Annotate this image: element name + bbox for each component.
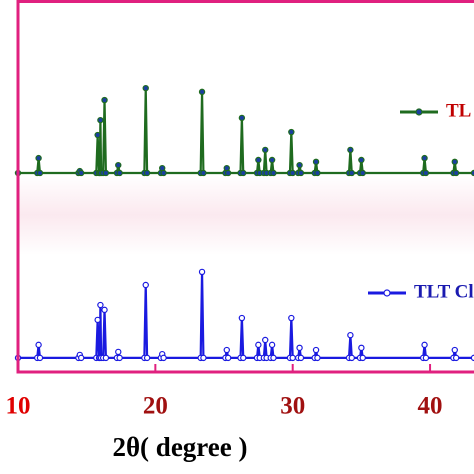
point-marker bbox=[102, 169, 110, 177]
point-marker bbox=[35, 341, 42, 349]
point-marker bbox=[143, 354, 151, 362]
point-marker bbox=[94, 131, 101, 139]
point-marker bbox=[115, 348, 122, 356]
point-marker bbox=[452, 169, 460, 177]
point-marker bbox=[288, 314, 295, 322]
point-marker bbox=[312, 346, 320, 354]
point-marker bbox=[200, 354, 207, 362]
point-marker bbox=[240, 169, 247, 177]
x-tick-label: 20 bbox=[143, 393, 168, 420]
point-marker bbox=[451, 158, 458, 166]
point-marker bbox=[452, 354, 460, 362]
point-marker bbox=[296, 161, 303, 169]
point-marker bbox=[255, 341, 262, 349]
point-marker bbox=[97, 301, 104, 309]
point-marker bbox=[451, 346, 458, 354]
point-marker bbox=[270, 169, 277, 177]
point-marker bbox=[160, 169, 167, 177]
point-marker bbox=[238, 114, 246, 122]
plot-frame bbox=[16, 0, 474, 374]
point-marker bbox=[348, 354, 355, 362]
point-marker bbox=[422, 169, 430, 177]
point-marker bbox=[224, 354, 232, 362]
point-marker bbox=[288, 128, 295, 136]
point-marker bbox=[142, 84, 149, 92]
point-marker bbox=[359, 169, 366, 177]
point-marker bbox=[314, 169, 321, 177]
point-marker bbox=[200, 169, 207, 177]
legend-marker bbox=[383, 289, 391, 297]
point-marker bbox=[421, 154, 428, 162]
point-marker bbox=[115, 161, 122, 169]
point-marker bbox=[262, 336, 269, 344]
point-marker bbox=[296, 344, 303, 352]
point-marker bbox=[358, 156, 365, 164]
x-tick-label: 40 bbox=[418, 393, 443, 420]
series-line bbox=[18, 270, 474, 359]
point-marker bbox=[238, 314, 246, 322]
point-marker bbox=[347, 146, 354, 154]
point-marker bbox=[35, 154, 42, 162]
point-marker bbox=[297, 169, 305, 177]
point-marker bbox=[358, 344, 365, 352]
point-marker bbox=[198, 88, 206, 96]
x-tick-label: 10 bbox=[6, 393, 31, 420]
point-marker bbox=[421, 341, 428, 349]
legend-label: TL bbox=[446, 100, 471, 121]
point-marker bbox=[422, 354, 430, 362]
point-marker bbox=[359, 354, 366, 362]
point-marker bbox=[224, 169, 232, 177]
point-marker bbox=[116, 169, 123, 177]
point-marker bbox=[77, 169, 85, 177]
point-marker bbox=[255, 156, 262, 164]
point-marker bbox=[223, 346, 230, 354]
point-marker bbox=[198, 268, 206, 276]
x-axis-label: 2θ( degree ) bbox=[112, 432, 247, 462]
point-marker bbox=[270, 354, 277, 362]
background-band bbox=[18, 175, 474, 255]
point-marker bbox=[101, 96, 108, 104]
point-marker bbox=[262, 146, 269, 154]
point-marker bbox=[77, 354, 85, 362]
point-marker bbox=[143, 169, 151, 177]
legend-marker bbox=[415, 108, 423, 116]
point-marker bbox=[289, 354, 296, 362]
point-marker bbox=[268, 156, 276, 164]
point-marker bbox=[289, 169, 296, 177]
point-marker bbox=[240, 354, 247, 362]
point-marker bbox=[160, 354, 167, 362]
point-marker bbox=[314, 354, 321, 362]
point-marker bbox=[36, 354, 44, 362]
point-marker bbox=[36, 169, 44, 177]
point-marker bbox=[97, 116, 104, 124]
point-marker bbox=[297, 354, 305, 362]
point-marker bbox=[142, 281, 149, 289]
point-marker bbox=[101, 306, 108, 314]
x-tick-label: 30 bbox=[280, 393, 305, 420]
point-marker bbox=[312, 158, 320, 166]
point-marker bbox=[347, 331, 354, 339]
point-marker bbox=[116, 354, 123, 362]
point-marker bbox=[102, 354, 110, 362]
series-line bbox=[18, 87, 474, 175]
legend-label: TLT Cl bbox=[414, 281, 474, 302]
point-marker bbox=[268, 341, 276, 349]
point-marker bbox=[94, 316, 101, 324]
point-marker bbox=[348, 169, 355, 177]
